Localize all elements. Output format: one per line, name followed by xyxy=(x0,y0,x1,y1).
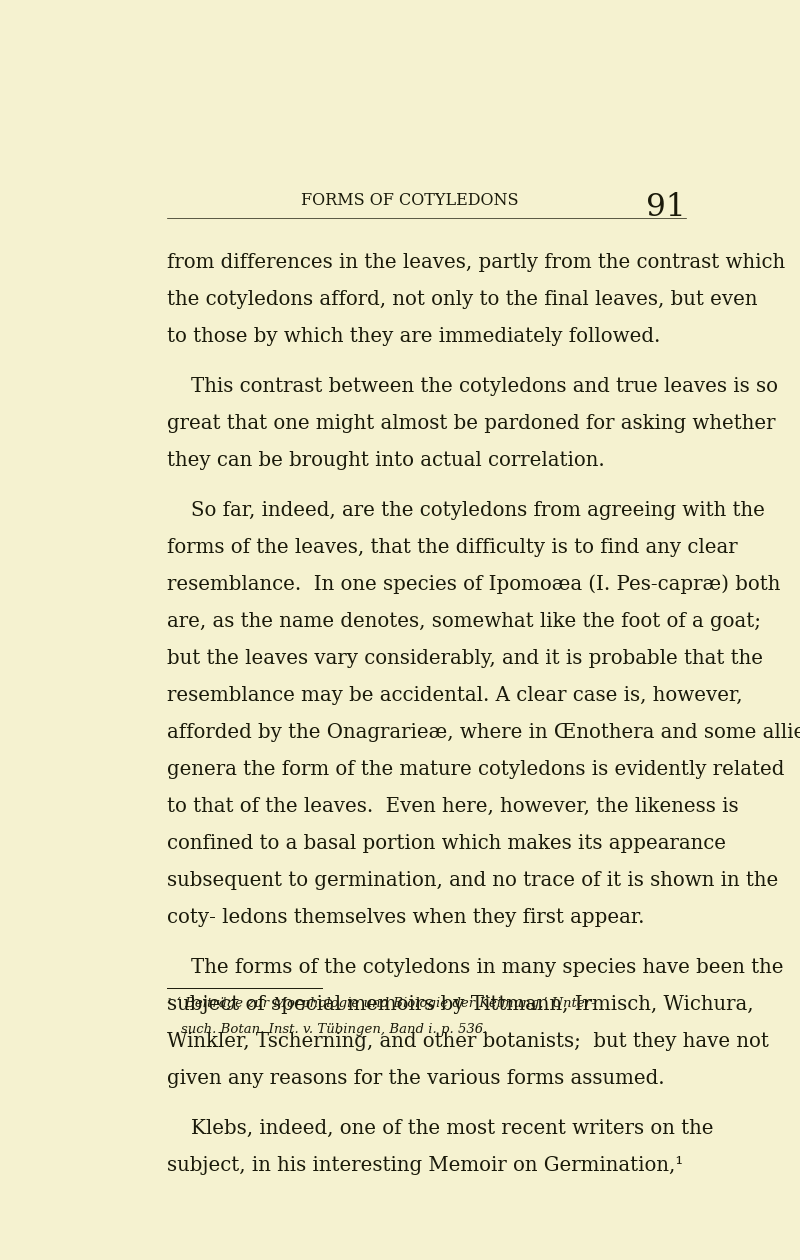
Text: coty- ledons themselves when they first appear.: coty- ledons themselves when they first … xyxy=(167,908,645,927)
Text: to those by which they are immediately followed.: to those by which they are immediately f… xyxy=(167,328,660,347)
Text: forms of the leaves, that the difficulty is to find any clear: forms of the leaves, that the difficulty… xyxy=(167,538,738,557)
Text: afforded by the Onagrarieæ, where in Œnothera and some allied: afforded by the Onagrarieæ, where in Œno… xyxy=(167,723,800,742)
Text: the cotyledons afford, not only to the final leaves, but even: the cotyledons afford, not only to the f… xyxy=(167,290,758,309)
Text: from differences in the leaves, partly from the contrast which: from differences in the leaves, partly f… xyxy=(167,253,785,272)
Text: FORMS OF COTYLEDONS: FORMS OF COTYLEDONS xyxy=(302,192,518,209)
Text: genera the form of the mature cotyledons is evidently related: genera the form of the mature cotyledons… xyxy=(167,760,784,779)
Text: given any reasons for the various forms assumed.: given any reasons for the various forms … xyxy=(167,1070,665,1089)
Text: Winkler, Tscherning, and other botanists;  but they have not: Winkler, Tscherning, and other botanists… xyxy=(167,1032,769,1051)
Text: subsequent to germination, and no trace of it is shown in the: subsequent to germination, and no trace … xyxy=(167,871,778,891)
Text: subject of special memoirs by Tittmann, Irmisch, Wichura,: subject of special memoirs by Tittmann, … xyxy=(167,995,754,1014)
Text: such. Botan. Inst. v. Tübingen, Band i. p. 536.: such. Botan. Inst. v. Tübingen, Band i. … xyxy=(181,1023,487,1036)
Text: great that one might almost be pardoned for asking whether: great that one might almost be pardoned … xyxy=(167,415,775,433)
Text: resemblance may be accidental. A clear case is, however,: resemblance may be accidental. A clear c… xyxy=(167,685,742,706)
Text: confined to a basal portion which makes its appearance: confined to a basal portion which makes … xyxy=(167,834,726,853)
Text: This contrast between the cotyledons and true leaves is so: This contrast between the cotyledons and… xyxy=(190,377,778,396)
Text: subject, in his interesting Memoir on Germination,¹: subject, in his interesting Memoir on Ge… xyxy=(167,1155,683,1174)
Text: resemblance.  In one species of Ipomoæa (I. Pes-capræ) both: resemblance. In one species of Ipomoæa (… xyxy=(167,575,780,595)
Text: but the leaves vary considerably, and it is probable that the: but the leaves vary considerably, and it… xyxy=(167,649,763,668)
Text: to that of the leaves.  Even here, however, the likeness is: to that of the leaves. Even here, howeve… xyxy=(167,798,738,816)
Text: 91: 91 xyxy=(646,192,686,223)
Text: So far, indeed, are the cotyledons from agreeing with the: So far, indeed, are the cotyledons from … xyxy=(190,500,764,519)
Text: they can be brought into actual correlation.: they can be brought into actual correlat… xyxy=(167,451,605,470)
Text: The forms of the cotyledons in many species have been the: The forms of the cotyledons in many spec… xyxy=(190,958,783,976)
Text: Klebs, indeed, one of the most recent writers on the: Klebs, indeed, one of the most recent wr… xyxy=(190,1119,713,1138)
Text: are, as the name denotes, somewhat like the foot of a goat;: are, as the name denotes, somewhat like … xyxy=(167,612,761,631)
Text: ¹ ‘ Beiträge zur Morphologie und Biologie der Keimung,’ Unter-: ¹ ‘ Beiträge zur Morphologie und Biologi… xyxy=(167,997,595,1011)
